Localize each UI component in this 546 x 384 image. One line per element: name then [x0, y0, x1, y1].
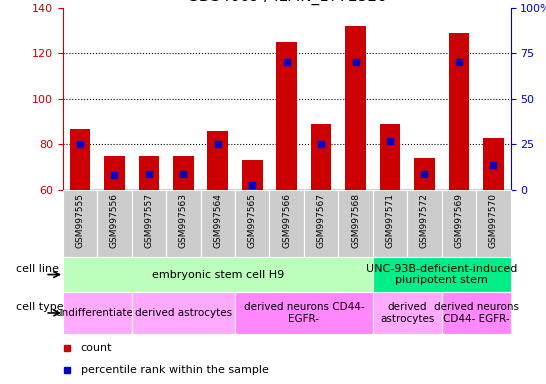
- Text: undifferentiated: undifferentiated: [55, 308, 139, 318]
- Text: UNC-93B-deficient-induced
pluripotent stem: UNC-93B-deficient-induced pluripotent st…: [366, 264, 517, 285]
- Bar: [276, 42, 297, 190]
- Text: derived astrocytes: derived astrocytes: [135, 308, 232, 318]
- Bar: [104, 156, 125, 190]
- Text: GSM997569: GSM997569: [454, 194, 464, 248]
- Text: GSM997565: GSM997565: [248, 194, 257, 248]
- Bar: [207, 131, 228, 190]
- Text: derived
astrocytes: derived astrocytes: [380, 302, 435, 324]
- Text: GSM997563: GSM997563: [179, 194, 188, 248]
- Title: GDS4669 / ILMN_1772326: GDS4669 / ILMN_1772326: [187, 0, 387, 5]
- Text: cell line: cell line: [16, 264, 59, 275]
- Text: GSM997570: GSM997570: [489, 194, 498, 248]
- Text: embryonic stem cell H9: embryonic stem cell H9: [152, 270, 284, 280]
- Bar: [173, 156, 194, 190]
- Bar: [311, 124, 331, 190]
- Text: GSM997572: GSM997572: [420, 194, 429, 248]
- Text: derived neurons
CD44- EGFR-: derived neurons CD44- EGFR-: [434, 302, 519, 324]
- Bar: [345, 26, 366, 190]
- Bar: [379, 124, 400, 190]
- Text: derived neurons CD44-
EGFR-: derived neurons CD44- EGFR-: [244, 302, 364, 324]
- Text: cell type: cell type: [16, 301, 63, 312]
- Text: GSM997568: GSM997568: [351, 194, 360, 248]
- Bar: [139, 156, 159, 190]
- Text: percentile rank within the sample: percentile rank within the sample: [81, 365, 269, 375]
- Text: GSM997556: GSM997556: [110, 194, 119, 248]
- Text: count: count: [81, 343, 112, 353]
- Bar: [414, 158, 435, 190]
- Text: GSM997564: GSM997564: [213, 194, 222, 248]
- Bar: [242, 161, 263, 190]
- Text: GSM997557: GSM997557: [144, 194, 153, 248]
- Bar: [70, 129, 90, 190]
- Text: GSM997571: GSM997571: [385, 194, 394, 248]
- Bar: [483, 137, 503, 190]
- Text: GSM997566: GSM997566: [282, 194, 291, 248]
- Text: GSM997555: GSM997555: [75, 194, 85, 248]
- Text: GSM997567: GSM997567: [317, 194, 325, 248]
- Bar: [448, 33, 469, 190]
